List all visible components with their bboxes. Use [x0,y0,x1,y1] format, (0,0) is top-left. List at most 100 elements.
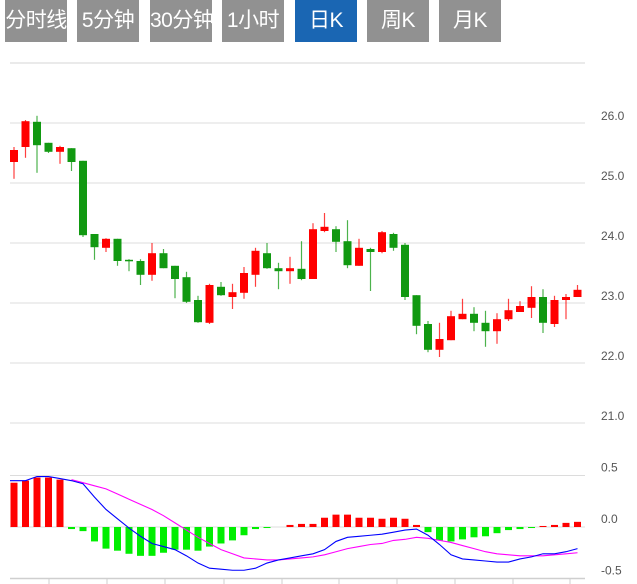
tab-daily-k[interactable]: 日K [295,0,357,42]
macd-histogram-bar [102,527,110,549]
candle [458,298,467,320]
candle-body [194,300,202,323]
macd-histogram-bar [298,523,305,527]
candle-body [217,286,225,296]
candle-body [205,285,214,323]
candle [435,322,444,357]
macd-histogram-bar [137,527,144,556]
candle [527,286,536,318]
candle [228,283,237,309]
candle [343,220,352,269]
candle-body [424,324,432,350]
candle [401,243,409,300]
candle-body [113,238,122,261]
macd-histogram-bar [286,524,294,527]
period-tabs: 分时线 5分钟 30分钟 1小时 日K 周K 月K [0,0,637,42]
macd-histogram-bar [562,522,570,527]
candle [102,238,110,252]
macd-histogram-bar [217,527,225,544]
macd-histogram-bar [148,527,156,556]
candle [493,313,501,344]
candle [424,321,432,353]
macd-histogram-bar [436,527,443,541]
macd-histogram-bar [206,527,213,547]
macd-histogram-bar [263,527,271,529]
macd-histogram-bar [33,477,41,527]
tab-weekly-k[interactable]: 周K [367,0,429,42]
candle-body [332,229,340,242]
candle-body [79,160,87,236]
candle-body [56,147,64,152]
candle [113,238,122,266]
candle [539,289,547,333]
macd-histogram-bar [505,527,512,531]
candle [148,243,156,281]
candle-body [125,259,133,262]
macd-histogram-bar [413,524,420,527]
macd-tick-label: -0.5 [601,564,622,578]
candle [159,249,168,269]
candle [90,234,99,260]
candle-body [401,244,409,297]
candle [217,282,225,296]
tab-30min[interactable]: 30分钟 [150,0,214,42]
macd-histogram-bar [229,527,236,541]
macd-histogram-bar [183,527,190,550]
candle [320,213,329,233]
tab-timeshare[interactable]: 分时线 [5,0,67,42]
price-tick-label: 21.0 [601,409,625,423]
candle [562,294,570,320]
candle-body [102,238,110,248]
candle-body [458,313,467,320]
candle-body [10,150,18,162]
candle [447,310,455,341]
macd-histogram-bar [516,527,524,530]
macd-histogram-bar [539,525,547,527]
macd-histogram-bar [22,480,29,527]
price-tick-label: 26.0 [601,109,625,123]
macd-histogram-bar [447,527,455,542]
candle-body [228,292,237,297]
candle-body [297,268,306,279]
candle-body [286,268,294,272]
candle [412,295,421,335]
candle [481,310,490,347]
candle-body [274,268,283,272]
candle-body [470,313,478,323]
candle [516,301,524,312]
dea-line [71,479,578,561]
macd-histogram-bar [240,527,248,536]
macd-histogram-bar [493,527,501,534]
candle-body [493,319,501,332]
tab-monthly-k[interactable]: 月K [439,0,501,42]
candle [21,120,30,158]
macd-histogram-bar [355,517,363,527]
tab-5min[interactable]: 5分钟 [77,0,139,42]
candle-body [309,229,317,279]
candle [274,262,283,290]
candle [332,226,340,252]
candle [263,243,271,269]
candle-body [320,226,329,231]
candle-body [263,253,271,269]
candle [389,232,398,251]
macd-histogram-bar [171,527,179,550]
candle-body [573,289,582,297]
macd-tick-label: 0.0 [601,512,618,526]
candle [182,271,191,303]
macd-histogram-bar [344,514,351,527]
macd-histogram-bar [424,527,432,533]
candle-body [412,295,421,326]
candle-body [366,249,375,252]
macd-histogram-bar [68,527,75,530]
tab-1hour[interactable]: 1小时 [222,0,284,42]
price-tick-label: 23.0 [601,289,625,303]
candle-body [539,297,547,323]
macd-histogram-bar [574,521,581,527]
price-tick-label: 24.0 [601,229,625,243]
candle-body [435,339,444,350]
candle [10,147,18,179]
candle [504,298,513,321]
macd-histogram-bar [79,527,87,532]
